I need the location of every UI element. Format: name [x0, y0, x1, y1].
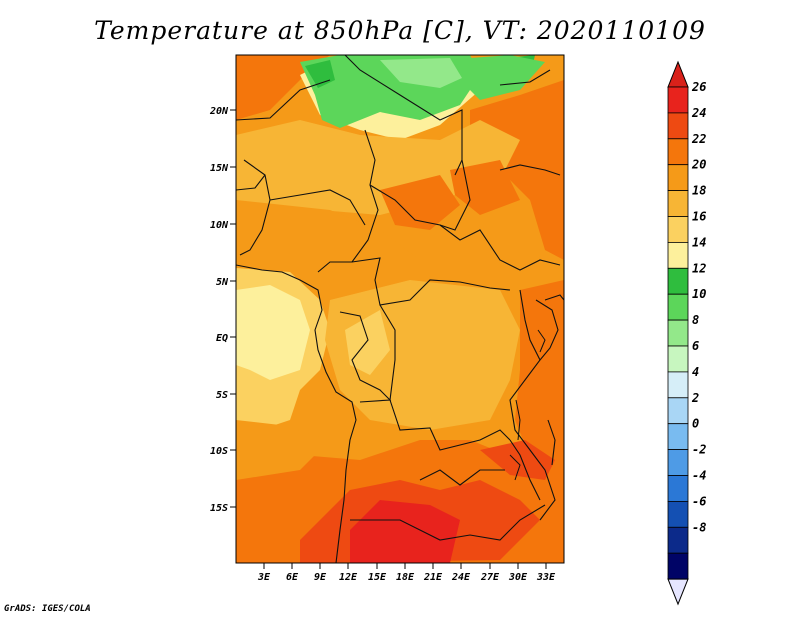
colorbar-swatch: [667, 86, 689, 114]
colorbar-level-label: 18: [692, 184, 706, 198]
lat-label-5n: 5N: [216, 277, 229, 288]
field-chad-22: [380, 175, 460, 230]
colorbar-level-label: 12: [692, 261, 706, 275]
lon-label-24e: 24E: [451, 572, 471, 583]
lon-label-6e: 6E: [286, 572, 299, 583]
colorbar-swatch: [667, 475, 689, 502]
colorbar-level-label: 10: [692, 287, 706, 301]
lat-label-10s: 10S: [210, 446, 228, 457]
lon-label-15e: 15E: [368, 572, 387, 583]
lat-label-15s: 15S: [210, 503, 228, 514]
field-angola-coast: [236, 420, 330, 480]
longitude-axis: [263, 563, 547, 569]
field-congo-16: [345, 310, 390, 375]
colorbar-swatch: [667, 241, 689, 269]
colorbar-swatch: [667, 449, 689, 476]
map-frame: [235, 54, 565, 564]
colorbar-level-label: -4: [692, 469, 706, 483]
colorbar-over-arrow: [667, 60, 689, 88]
colorbar-level-label: 6: [692, 339, 699, 353]
colorbar-level-label: 20: [691, 158, 706, 172]
lon-label-33e: 33E: [536, 572, 556, 583]
colorbar-level-label: 22: [691, 132, 706, 146]
colorbar-swatch: [667, 345, 689, 373]
field-south-26: [350, 500, 460, 563]
colorbar-level-label: 4: [692, 365, 699, 379]
colorbar-swatch: [667, 293, 689, 321]
colorbar-swatch: [667, 164, 689, 191]
lat-label-20n: 20N: [209, 106, 229, 117]
colorbar-swatch: [667, 423, 689, 451]
lat-label-10n: 10N: [210, 220, 229, 231]
lat-label-15n: 15N: [210, 163, 229, 174]
temperature-map: [236, 55, 564, 563]
lon-label-9e: 9E: [314, 572, 327, 583]
colorbar-level-label: 16: [692, 210, 706, 224]
colorbar-swatch: [667, 526, 689, 554]
colorbar-level-label: 0: [692, 417, 699, 431]
colorbar-swatch: [667, 500, 689, 528]
colorbar-level-label: 26: [691, 80, 706, 94]
colorbar-swatch: [667, 190, 689, 217]
colorbar-swatch: [667, 319, 689, 347]
lon-label-12e: 12E: [339, 572, 358, 583]
lat-label-5s: 5S: [216, 390, 228, 401]
grads-credit: GrADS: IGES/COLA: [4, 604, 91, 614]
latitude-axis: [230, 109, 236, 508]
field-ne-green: [465, 55, 545, 100]
field-sudan-22: [450, 160, 520, 215]
colorbar-swatch: [667, 267, 689, 295]
lon-label-3e: 3E: [257, 572, 271, 583]
colorbar-level-label: 8: [692, 313, 699, 327]
colorbar-level-label: 14: [692, 235, 706, 249]
map-title: Temperature at 850hPa [C], VT: 202011010…: [94, 16, 706, 45]
colorbar-swatch: [667, 371, 689, 399]
colorbar-swatch: [667, 552, 689, 580]
lon-label-18e: 18E: [396, 572, 415, 583]
colorbar-level-label: -8: [692, 520, 706, 534]
lon-label-21e: 21E: [423, 572, 443, 583]
colorbar-level-label: 24: [691, 106, 706, 120]
country-borders: [236, 55, 564, 563]
colorbar-swatch: [667, 397, 689, 425]
colorbar-swatch: [667, 138, 689, 166]
field-sahara-lightgreen: [380, 58, 462, 88]
colorbar-swatch: [667, 112, 689, 140]
colorbar-under-arrow: [667, 578, 689, 606]
lakes: [509, 329, 546, 481]
colorbar-level-label: -6: [692, 494, 706, 508]
lon-label-27e: 27E: [480, 572, 500, 583]
colorbar-level-label: 2: [691, 391, 699, 405]
lon-label-30e: 30E: [508, 572, 528, 583]
field-zambia-24: [480, 440, 555, 480]
lat-label-eq: EQ: [216, 333, 228, 344]
colorbar-swatch: [667, 216, 689, 243]
colorbar-level-label: -2: [692, 443, 706, 457]
field-gabon-16: [236, 285, 310, 380]
field-north-east-warm: [470, 80, 564, 260]
